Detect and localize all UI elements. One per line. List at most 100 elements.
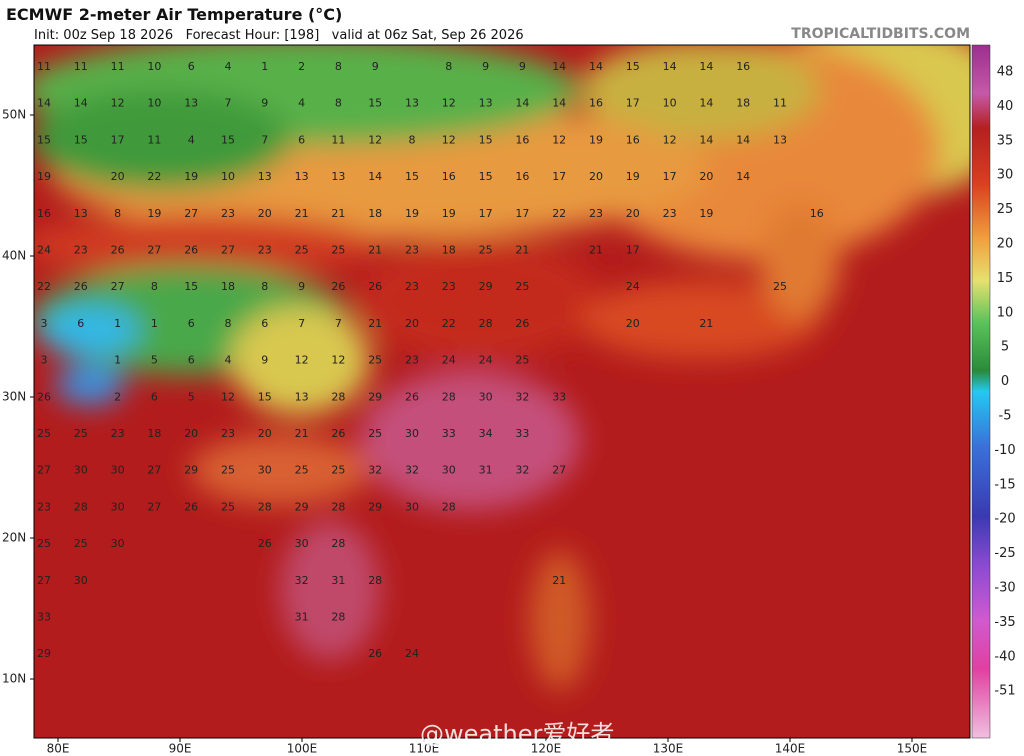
temperature-value: 8 — [445, 60, 452, 73]
temperature-value: 18 — [442, 244, 456, 257]
temperature-value: 17 — [515, 207, 529, 220]
temperature-value: 23 — [405, 354, 419, 367]
temperature-value: 32 — [295, 574, 309, 587]
temperature-value: 28 — [331, 500, 345, 513]
temperature-value: 23 — [663, 207, 677, 220]
temperature-value: 27 — [147, 500, 161, 513]
temperature-value: 11 — [111, 60, 125, 73]
temperature-value: 28 — [331, 611, 345, 624]
temperature-value: 20 — [699, 170, 713, 183]
temperature-value: 26 — [74, 280, 88, 293]
temperature-value: 12 — [368, 133, 382, 146]
temperature-value: 20 — [626, 207, 640, 220]
temperature-value: 5 — [151, 354, 158, 367]
temperature-value: 25 — [74, 537, 88, 550]
temperature-value: 13 — [773, 133, 787, 146]
temperature-value: 7 — [298, 317, 305, 330]
colorbar-label: 35 — [997, 133, 1014, 148]
temperature-value: 12 — [221, 390, 235, 403]
temperature-value: 25 — [479, 244, 493, 257]
temperature-value: 6 — [188, 354, 195, 367]
temperature-value: 19 — [147, 207, 161, 220]
colorbar-label: 0 — [1001, 374, 1009, 389]
temperature-value: 19 — [37, 170, 51, 183]
temperature-value: 25 — [368, 354, 382, 367]
map-field — [34, 45, 970, 738]
colorbar-label: -10 — [994, 443, 1015, 458]
temperature-value: 30 — [111, 537, 125, 550]
temperature-value: 15 — [37, 133, 51, 146]
colorbar-label: 40 — [997, 99, 1014, 114]
temperature-value: 21 — [589, 244, 603, 257]
temperature-value: 22 — [147, 170, 161, 183]
temperature-value: 14 — [552, 97, 566, 110]
temperature-value: 26 — [258, 537, 272, 550]
temperature-value: 23 — [111, 427, 125, 440]
temperature-value: 14 — [699, 133, 713, 146]
temperature-value: 32 — [515, 390, 529, 403]
temperature-value: 33 — [442, 427, 456, 440]
temperature-value: 1 — [151, 317, 158, 330]
temperature-value: 26 — [368, 647, 382, 660]
temperature-value: 17 — [479, 207, 493, 220]
latitude-label: 30N — [2, 390, 26, 404]
temperature-value: 19 — [184, 170, 198, 183]
temperature-value: 31 — [331, 574, 345, 587]
temperature-value: 26 — [184, 500, 198, 513]
temperature-value: 28 — [331, 537, 345, 550]
temperature-value: 33 — [37, 611, 51, 624]
temperature-value: 30 — [258, 464, 272, 477]
temperature-value: 24 — [37, 244, 51, 257]
temperature-value: 13 — [405, 97, 419, 110]
temperature-value: 9 — [261, 354, 268, 367]
temperature-value: 17 — [663, 170, 677, 183]
temperature-value: 10 — [221, 170, 235, 183]
temperature-value: 23 — [405, 244, 419, 257]
temperature-value: 11 — [74, 60, 88, 73]
temperature-value: 15 — [74, 133, 88, 146]
temperature-value: 16 — [515, 133, 529, 146]
temperature-value: 28 — [258, 500, 272, 513]
temperature-value: 20 — [589, 170, 603, 183]
temperature-value: 28 — [442, 390, 456, 403]
temperature-value: 33 — [552, 390, 566, 403]
temperature-value: 6 — [188, 317, 195, 330]
temperature-value: 20 — [258, 427, 272, 440]
temperature-value: 12 — [442, 133, 456, 146]
temperature-value: 12 — [111, 97, 125, 110]
temperature-value: 30 — [405, 427, 419, 440]
temperature-value: 25 — [331, 464, 345, 477]
temperature-value: 25 — [221, 464, 235, 477]
temperature-value: 14 — [37, 97, 51, 110]
temperature-value: 15 — [368, 97, 382, 110]
temperature-value: 12 — [442, 97, 456, 110]
temperature-value: 21 — [368, 317, 382, 330]
colorbar-label: 15 — [997, 271, 1014, 286]
latitude-label: 10N — [2, 672, 26, 686]
temperature-value: 8 — [409, 133, 416, 146]
temperature-value: 13 — [479, 97, 493, 110]
colorbar-label: -20 — [994, 512, 1015, 527]
temperature-value: 27 — [37, 574, 51, 587]
temperature-value: 21 — [552, 574, 566, 587]
temperature-value: 2 — [298, 60, 305, 73]
temperature-value: 30 — [74, 574, 88, 587]
colorbar-label: 20 — [997, 237, 1014, 252]
temperature-value: 11 — [37, 60, 51, 73]
map-frame — [33, 44, 971, 739]
temperature-value: 28 — [479, 317, 493, 330]
temperature-value: 8 — [335, 97, 342, 110]
temperature-value: 15 — [479, 133, 493, 146]
temperature-value: 26 — [331, 427, 345, 440]
temperature-value: 25 — [773, 280, 787, 293]
temperature-value: 23 — [37, 500, 51, 513]
colorbar-label: 48 — [997, 65, 1014, 80]
temperature-value: 31 — [479, 464, 493, 477]
temperature-value: 13 — [258, 170, 272, 183]
temperature-value: 30 — [74, 464, 88, 477]
colorbar-label: -35 — [994, 615, 1015, 630]
temperature-value: 10 — [663, 97, 677, 110]
temperature-value: 15 — [626, 60, 640, 73]
